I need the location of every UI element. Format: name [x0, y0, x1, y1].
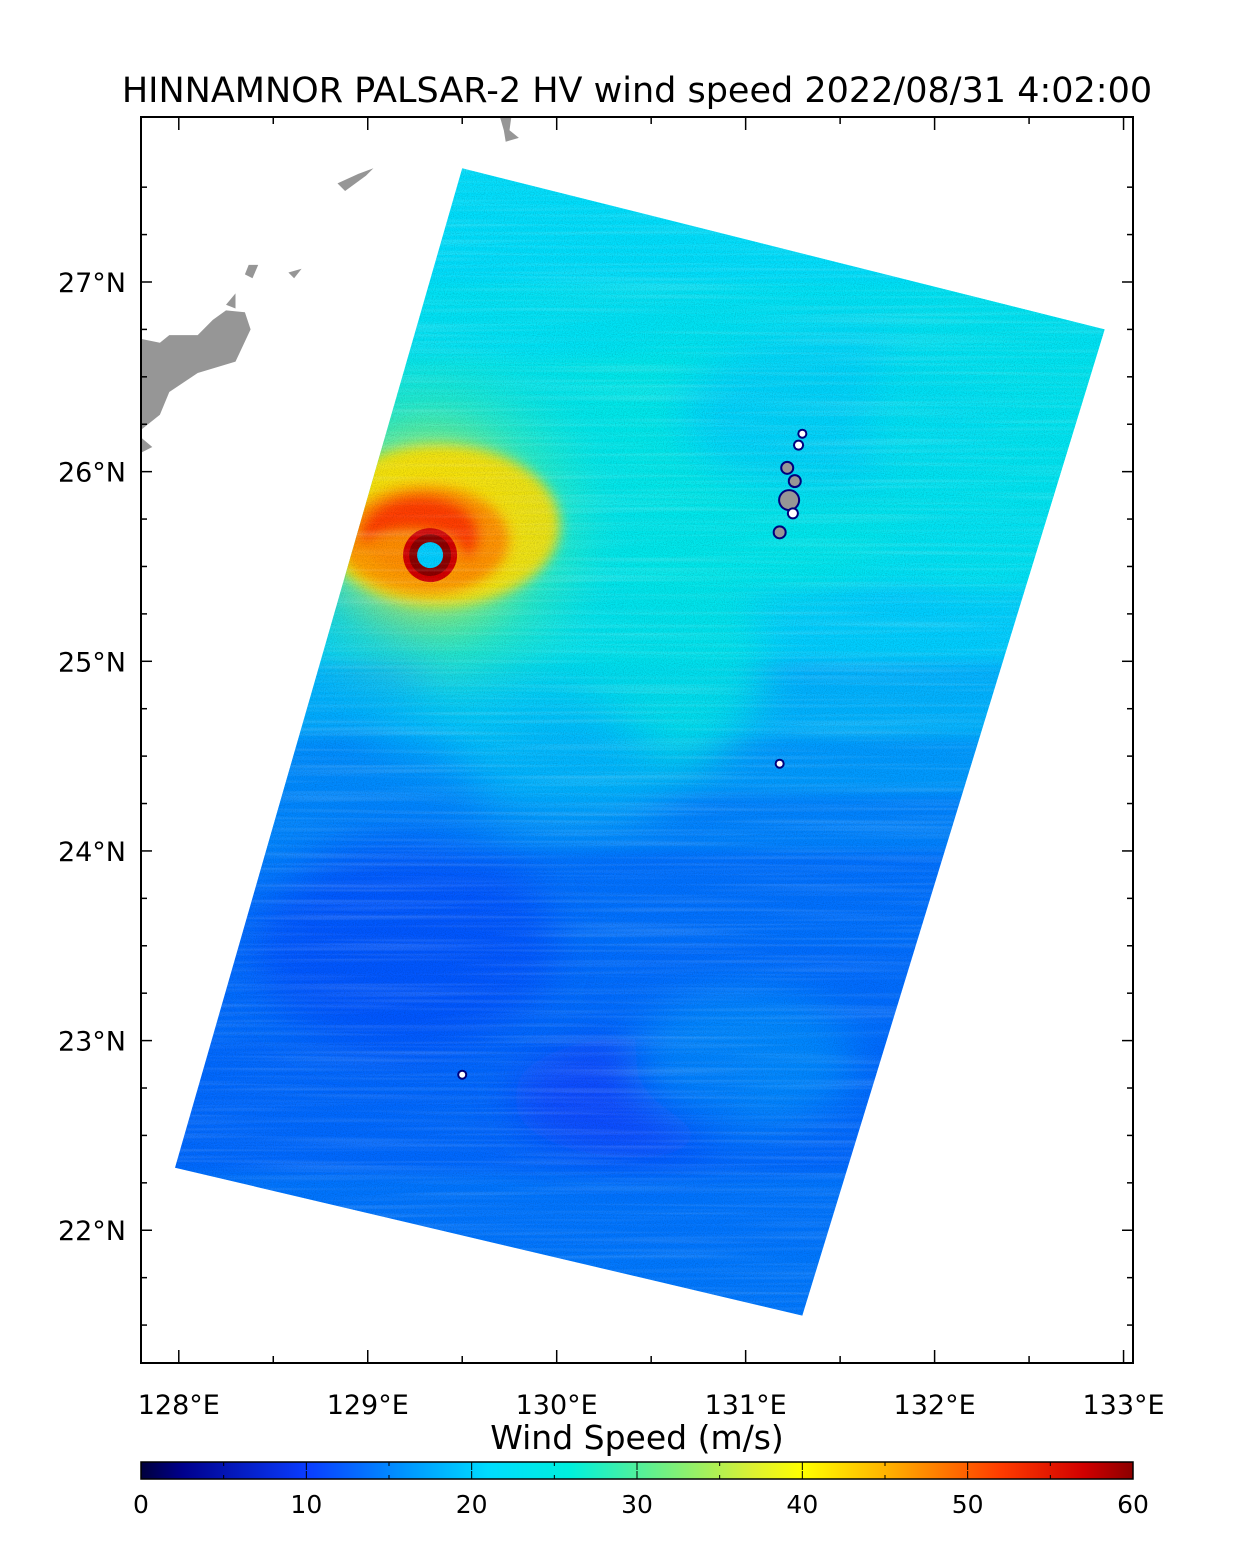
- island: [795, 441, 803, 449]
- y-tick-label-25n: 25°N: [58, 647, 126, 678]
- land-mass: [500, 117, 519, 142]
- y-tick-label-27n: 27°N: [58, 268, 126, 299]
- land-mass: [141, 437, 153, 453]
- y-tick-label-24n: 24°N: [58, 837, 126, 868]
- colorbar-label-60: 60: [1117, 1490, 1149, 1519]
- sar-swath: [175, 168, 1105, 1316]
- swath-content: [175, 168, 1105, 1316]
- land-mass: [226, 293, 236, 309]
- plot-area: [141, 117, 1105, 1316]
- land-masses: [141, 117, 519, 453]
- land-mass: [244, 264, 259, 279]
- x-tick-label-129e: 129°E: [327, 1390, 409, 1421]
- colorbar-label-20: 20: [456, 1490, 488, 1519]
- speckle-grain: [175, 168, 1105, 1316]
- y-tick-label-22n: 22°N: [58, 1216, 126, 1247]
- x-tick-label-128e: 128°E: [138, 1390, 220, 1421]
- x-tick-label-130e: 130°E: [516, 1390, 598, 1421]
- x-tick-label-133e: 133°E: [1082, 1390, 1164, 1421]
- colorbar-ticks: [140, 1462, 1134, 1479]
- island: [788, 509, 797, 518]
- axis-ticks: [141, 117, 1133, 1363]
- island: [459, 1071, 466, 1078]
- plot-frame: [140, 116, 1134, 1364]
- island: [774, 527, 785, 538]
- colorbar-label-40: 40: [786, 1490, 818, 1519]
- colorbar-label-10: 10: [290, 1490, 322, 1519]
- chart-title: HINNAMNOR PALSAR-2 HV wind speed 2022/08…: [122, 71, 1152, 111]
- island: [782, 462, 793, 473]
- colorbar-label-50: 50: [952, 1490, 984, 1519]
- x-tick-label-131e: 131°E: [705, 1390, 787, 1421]
- y-tick-label-23n: 23°N: [58, 1027, 126, 1058]
- island: [789, 476, 800, 487]
- land-mass: [141, 310, 251, 430]
- land-mass: [337, 168, 374, 191]
- land-mass: [288, 268, 302, 279]
- colorbar-labels: 0 10 20 30 40 50 60: [133, 1490, 1149, 1519]
- island: [799, 430, 806, 437]
- colorbar-title: Wind Speed (m/s): [490, 1418, 784, 1457]
- colorbar-label-0: 0: [133, 1490, 149, 1519]
- island: [780, 491, 799, 510]
- colorbar-label-30: 30: [621, 1490, 653, 1519]
- island: [776, 760, 783, 767]
- x-tick-labels: 128°E 129°E 130°E 131°E 132°E 133°E: [138, 1390, 1165, 1421]
- y-tick-label-26n: 26°N: [58, 458, 126, 489]
- y-tick-labels: 22°N 23°N 24°N 25°N 26°N 27°N: [58, 268, 126, 1247]
- x-tick-label-132e: 132°E: [894, 1390, 976, 1421]
